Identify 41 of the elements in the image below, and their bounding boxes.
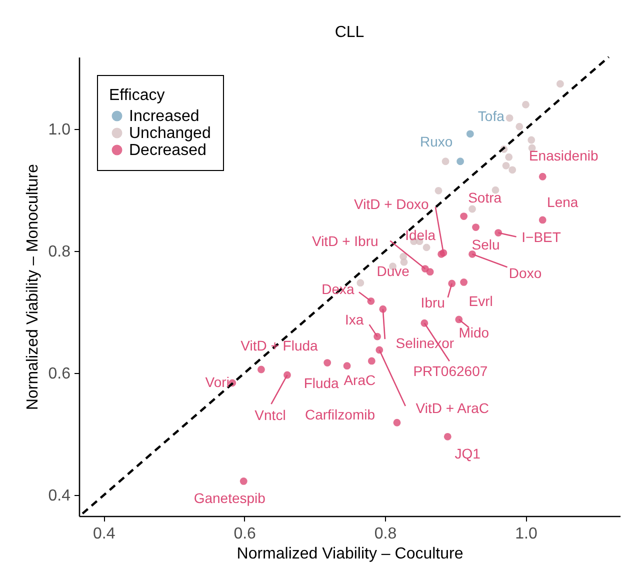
annotation: Ruxo (420, 133, 453, 150)
annotation: Selu (472, 236, 500, 252)
annotation: AraC (344, 372, 376, 388)
y-axis-title: Normalized Viability – Monoculture (24, 164, 42, 410)
x-tick-label: 0.8 (374, 526, 397, 542)
annotation: Evrl (468, 293, 493, 310)
annotation: VitD + Doxo (354, 196, 430, 212)
x-axis-title: Normalized Viability – Coculture (236, 546, 464, 562)
annotation: VitD + Ibru (312, 232, 378, 249)
annotation: Ganetespib (194, 490, 266, 506)
annotation: Lena (547, 194, 578, 210)
annotation: VitD + AraC (416, 400, 490, 416)
annotation: Idela (405, 227, 436, 244)
annotation: JQ1 (454, 446, 481, 462)
legend-title: Efficacy (109, 87, 165, 104)
chart-title: CLL (334, 24, 364, 41)
annotation: Carfilzomib (304, 406, 376, 423)
x-tick-label: 0.4 (93, 526, 116, 542)
annotation: Vori (205, 374, 230, 390)
annotation: Doxo (508, 265, 542, 282)
x-tick-label: 0.6 (234, 526, 256, 542)
legend-label: Increased (129, 108, 200, 125)
annotation: Mido (458, 324, 490, 340)
y-tick-label: 0.8 (48, 244, 71, 261)
y-tick-label: 0.6 (48, 366, 71, 383)
annotation: Enasidenib (528, 148, 598, 164)
annotation: Ibru (420, 294, 445, 310)
annotation: Vntcl (254, 407, 286, 424)
annotation: Sotra (468, 189, 502, 206)
annotation: PRT062607 (413, 363, 488, 380)
legend-label: Unchanged (129, 125, 211, 142)
annotation: Ixa (344, 312, 364, 328)
annotation: I−BET (522, 228, 562, 245)
y-tick-label: 0.4 (48, 488, 71, 505)
annotation: Duve (376, 262, 410, 279)
annotation: Dexa (322, 281, 355, 298)
annotation: Fluda (304, 374, 340, 391)
legend-label: Decreased (129, 142, 206, 159)
x-tick-label: 1.0 (515, 526, 538, 542)
annotation: Tofa (478, 108, 505, 124)
y-tick-label: 1.0 (48, 122, 71, 139)
